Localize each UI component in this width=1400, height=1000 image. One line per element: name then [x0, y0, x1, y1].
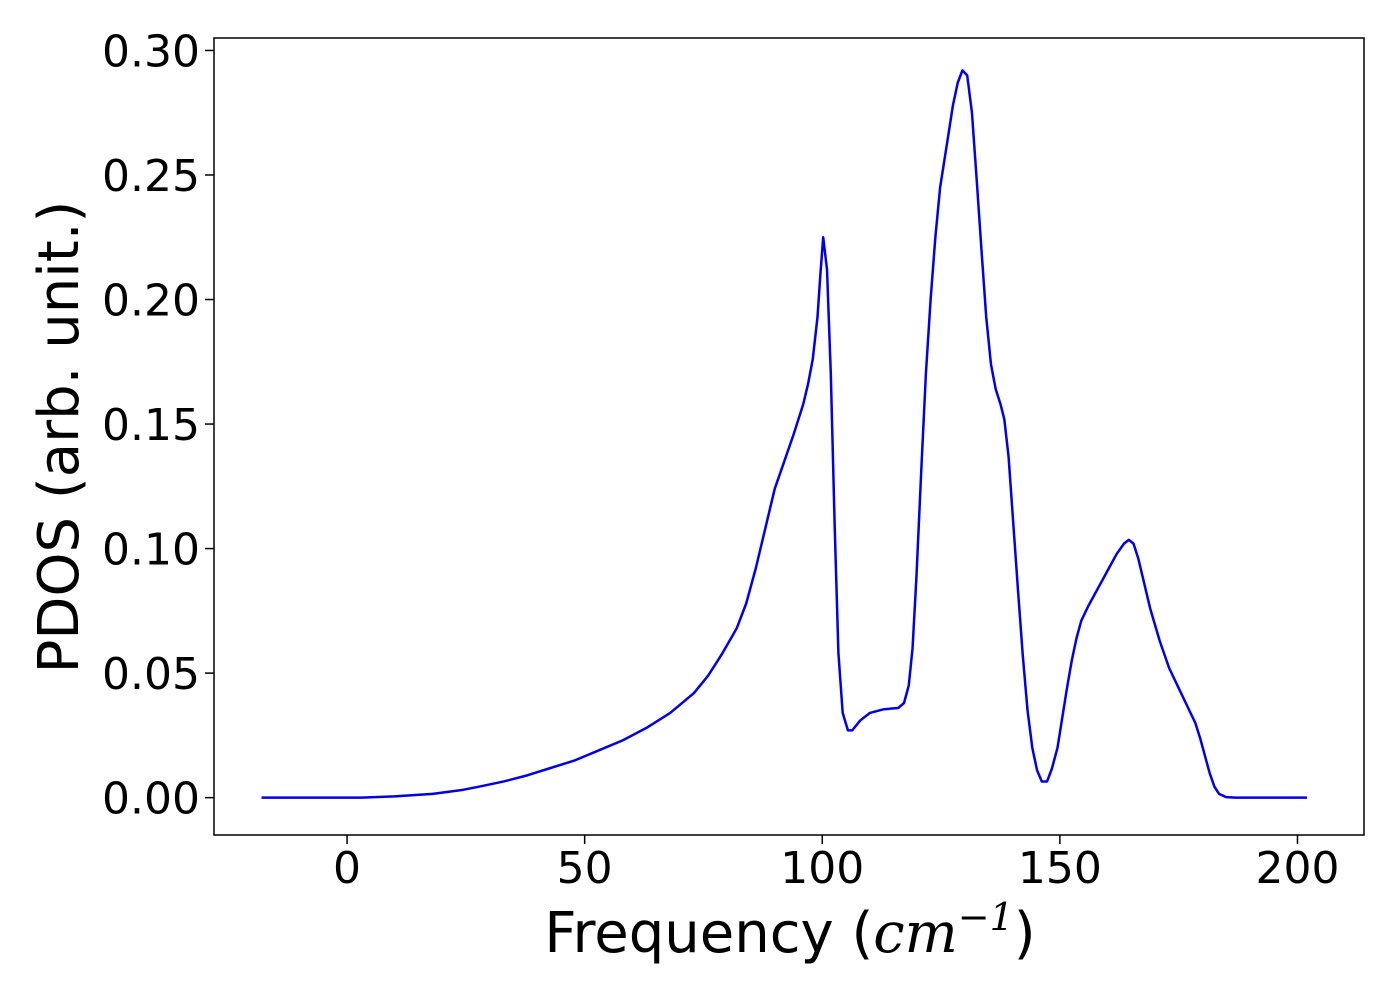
x-axis-title-prefix: Frequency ( [544, 901, 873, 966]
y-tick-label: 0.15 [102, 400, 200, 451]
y-tick-label: 0.00 [102, 774, 200, 825]
y-axis-title: PDOS (arb. unit.) [27, 201, 92, 674]
y-tick-label: 0.10 [102, 525, 200, 576]
line-layer [261, 69, 1307, 799]
x-tick-label: 200 [1255, 843, 1339, 894]
x-tick-label: 150 [1018, 843, 1102, 894]
y-tick-label: 0.25 [102, 151, 200, 202]
plot-frame [213, 37, 1365, 836]
x-tick-label: 50 [557, 843, 613, 894]
x-axis-title: Frequency (cm−1) [544, 895, 1035, 966]
x-axis-title-exponent: −1 [958, 895, 1014, 939]
x-tick-label: 100 [780, 843, 864, 894]
x-tick-label: 0 [333, 843, 361, 894]
y-tick-label: 0.20 [102, 276, 200, 327]
x-axis-title-unit: cm [873, 901, 957, 966]
y-tick-label: 0.30 [102, 26, 200, 77]
x-axis-title-suffix: ) [1014, 901, 1036, 966]
tick-layer: 0 50 100 150 200 0.00 0.05 0.10 0.15 0.20 0.25 0.30 [102, 26, 1339, 894]
y-tick-label: 0.05 [102, 649, 200, 700]
series-line-0 [261, 69, 1307, 799]
